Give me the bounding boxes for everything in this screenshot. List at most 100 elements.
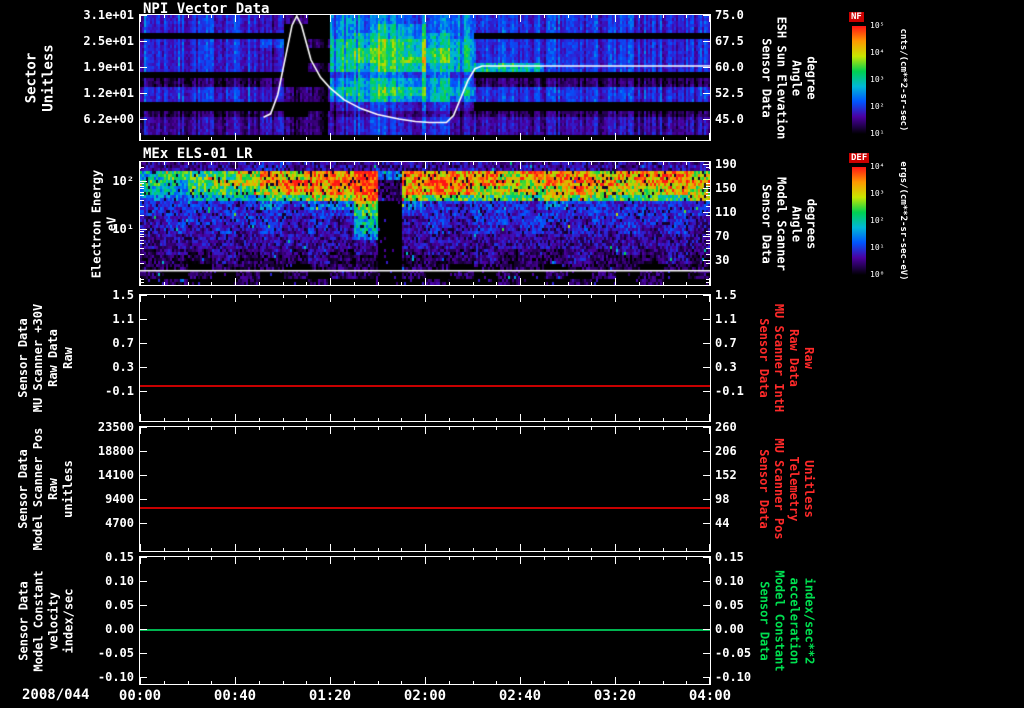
axis-tick-mark (140, 248, 144, 250)
model-scanner-pos-right-tick-label: 44 (715, 516, 730, 530)
axis-tick-mark (449, 427, 450, 430)
npi-vector-left-tick-label: 1.9e+01 (83, 60, 134, 74)
panel2-title: MEx ELS-01 LR (143, 146, 253, 162)
model-constant-velocity-left-axis-label-line: Model Constant (31, 569, 45, 672)
axis-tick-mark (188, 282, 189, 285)
model-constant-velocity-right-tick-label: 0.10 (715, 574, 744, 588)
axis-tick-mark (164, 427, 165, 430)
axis-tick-mark (520, 15, 521, 22)
axis-tick-mark (568, 137, 569, 140)
axis-tick-mark (354, 681, 355, 684)
x-axis-tick-label: 04:00 (688, 688, 732, 704)
axis-tick-mark (330, 414, 331, 421)
model-constant-velocity-right-axis-label-line: acceleration (787, 577, 801, 664)
axis-tick-mark (703, 475, 710, 476)
mu-scanner-30v-right-tick-label: 0.3 (715, 360, 737, 374)
mu-scanner-30v-right-tick-label: 1.5 (715, 288, 737, 302)
axis-tick-mark (354, 418, 355, 421)
axis-tick-mark (259, 15, 260, 18)
axis-tick-mark (211, 282, 212, 285)
els-spectrogram-right-tick-label: 30 (715, 253, 730, 267)
axis-tick-mark (140, 367, 147, 368)
axis-tick-mark (425, 414, 426, 421)
axis-tick-mark (164, 418, 165, 421)
axis-tick-mark (706, 233, 710, 235)
axis-tick-mark (706, 281, 710, 283)
model-constant-velocity-right-tick-label: 0.00 (715, 622, 744, 636)
axis-tick-mark (140, 427, 147, 428)
axis-tick-mark (425, 15, 426, 22)
axis-tick-mark (568, 282, 569, 285)
axis-tick-mark (663, 427, 664, 430)
axis-tick-mark (188, 15, 189, 18)
axis-tick-mark (591, 137, 592, 140)
axis-tick-mark (306, 295, 307, 298)
axis-tick-mark (686, 295, 687, 298)
axis-tick-mark (520, 414, 521, 421)
mu-scanner-30v-left-tick-label: 0.3 (112, 360, 134, 374)
els-spectrogram-right-axis-label-line: degrees (804, 198, 818, 249)
els-spectrogram-right-axis-label-line: Angle (789, 205, 803, 242)
axis-tick-mark (259, 548, 260, 551)
axis-tick-mark (703, 427, 710, 428)
colorbar-unit-def-line: ergs/(cm**2-sr-sec-eV) (898, 161, 908, 281)
model-constant-velocity-right-tick-label: -0.05 (715, 646, 752, 660)
els-spectrogram-left-axis-label-line: Electron Energy (89, 169, 103, 278)
axis-tick-mark (703, 653, 710, 654)
axis-tick-mark (140, 188, 144, 190)
axis-tick-mark (496, 282, 497, 285)
axis-tick-mark (706, 243, 710, 245)
axis-tick-mark (306, 282, 307, 285)
model-constant-velocity-left-tick-label: 0.00 (105, 622, 134, 636)
axis-tick-mark (235, 414, 236, 421)
axis-tick-mark (378, 681, 379, 684)
axis-tick-mark (496, 15, 497, 18)
axis-tick-mark (235, 427, 236, 434)
axis-tick-mark (703, 319, 710, 320)
model-scanner-pos-left-axis-label-line: Sensor Data (16, 449, 30, 529)
axis-tick-mark (211, 418, 212, 421)
axis-tick-mark (211, 548, 212, 551)
npi-vector-right-axis-label: degree Angle ESH Sun Elevation Sensor Data (758, 15, 818, 140)
model-scanner-pos-left-axis-label-line: unitless (61, 460, 75, 518)
axis-tick-mark (709, 133, 710, 140)
axis-tick-mark (140, 231, 144, 233)
axis-tick-mark (140, 133, 141, 140)
axis-tick-mark (283, 548, 284, 551)
axis-tick-mark (164, 557, 165, 560)
axis-tick-mark (496, 162, 497, 165)
npi-vector-right-tick-label: 75.0 (715, 8, 744, 22)
axis-tick-mark (378, 162, 379, 165)
els-spectrogram-right-tick-label: 190 (715, 157, 737, 171)
axis-tick-mark (473, 681, 474, 684)
axis-tick-mark (544, 282, 545, 285)
axis-tick-mark (164, 137, 165, 140)
panel-els-spectrogram (139, 161, 711, 286)
axis-tick-mark (449, 137, 450, 140)
axis-tick-mark (140, 523, 147, 524)
axis-tick-mark (615, 162, 616, 169)
axis-tick-mark (473, 137, 474, 140)
axis-tick-mark (259, 162, 260, 165)
axis-tick-mark (703, 343, 710, 344)
axis-tick-mark (164, 548, 165, 551)
model-constant-velocity-left-tick-label: 0.15 (105, 550, 134, 564)
axis-tick-mark (259, 681, 260, 684)
axis-tick-mark (703, 67, 710, 68)
model-constant-velocity-right-axis-label-line: index/sec**2 (802, 577, 816, 664)
axis-tick-mark (709, 15, 710, 22)
axis-tick-mark (568, 557, 569, 560)
axis-tick-mark (703, 41, 710, 42)
axis-tick-mark (140, 119, 147, 120)
axis-tick-mark (306, 162, 307, 165)
model-constant-velocity-left-tick-label: -0.10 (97, 670, 134, 684)
axis-tick-mark (425, 427, 426, 434)
model-constant-velocity-data-line (140, 629, 710, 631)
axis-tick-mark (686, 15, 687, 18)
axis-tick-mark (306, 548, 307, 551)
axis-tick-mark (473, 282, 474, 285)
axis-tick-mark (615, 544, 616, 551)
axis-tick-mark (306, 427, 307, 430)
axis-tick-mark (188, 557, 189, 560)
axis-tick-mark (235, 133, 236, 140)
